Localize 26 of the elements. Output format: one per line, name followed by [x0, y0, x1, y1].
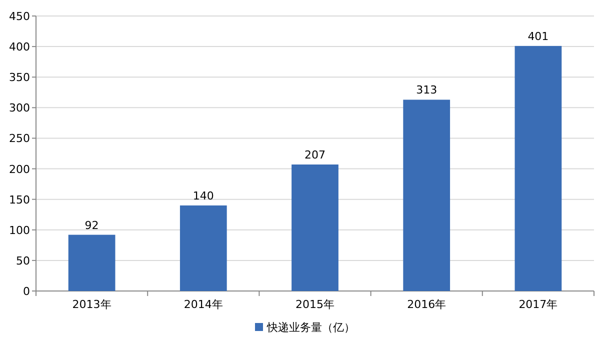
y-tick-label: 0 — [23, 285, 30, 298]
y-tick-label: 50 — [16, 254, 30, 268]
data-label: 313 — [416, 84, 438, 97]
x-tick-label: 2017年 — [518, 298, 558, 311]
y-tick-label: 100 — [9, 224, 30, 237]
data-label: 92 — [84, 218, 99, 232]
y-tick-label: 150 — [9, 193, 30, 206]
y-tick-label: 350 — [9, 71, 30, 84]
x-tick-label: 2015年 — [296, 298, 334, 311]
bar — [514, 46, 562, 291]
data-label: 207 — [304, 148, 326, 162]
y-tick-label: 300 — [9, 102, 30, 115]
y-tick-label: 250 — [9, 132, 30, 146]
bar — [180, 205, 227, 291]
y-tick-label: 200 — [9, 162, 30, 176]
data-label: 401 — [528, 30, 549, 43]
x-tick-label: 2016年 — [407, 298, 446, 311]
data-label: 140 — [192, 189, 214, 202]
y-tick-label: 450 — [9, 10, 30, 23]
bar — [68, 234, 116, 291]
x-tick-label: 2014年 — [184, 298, 223, 311]
x-tick-label: 2013年 — [72, 298, 112, 311]
bar — [403, 100, 450, 291]
legend-label: 快递业务量（亿） — [266, 321, 355, 334]
bar — [292, 164, 338, 291]
y-tick-label: 400 — [9, 40, 30, 54]
